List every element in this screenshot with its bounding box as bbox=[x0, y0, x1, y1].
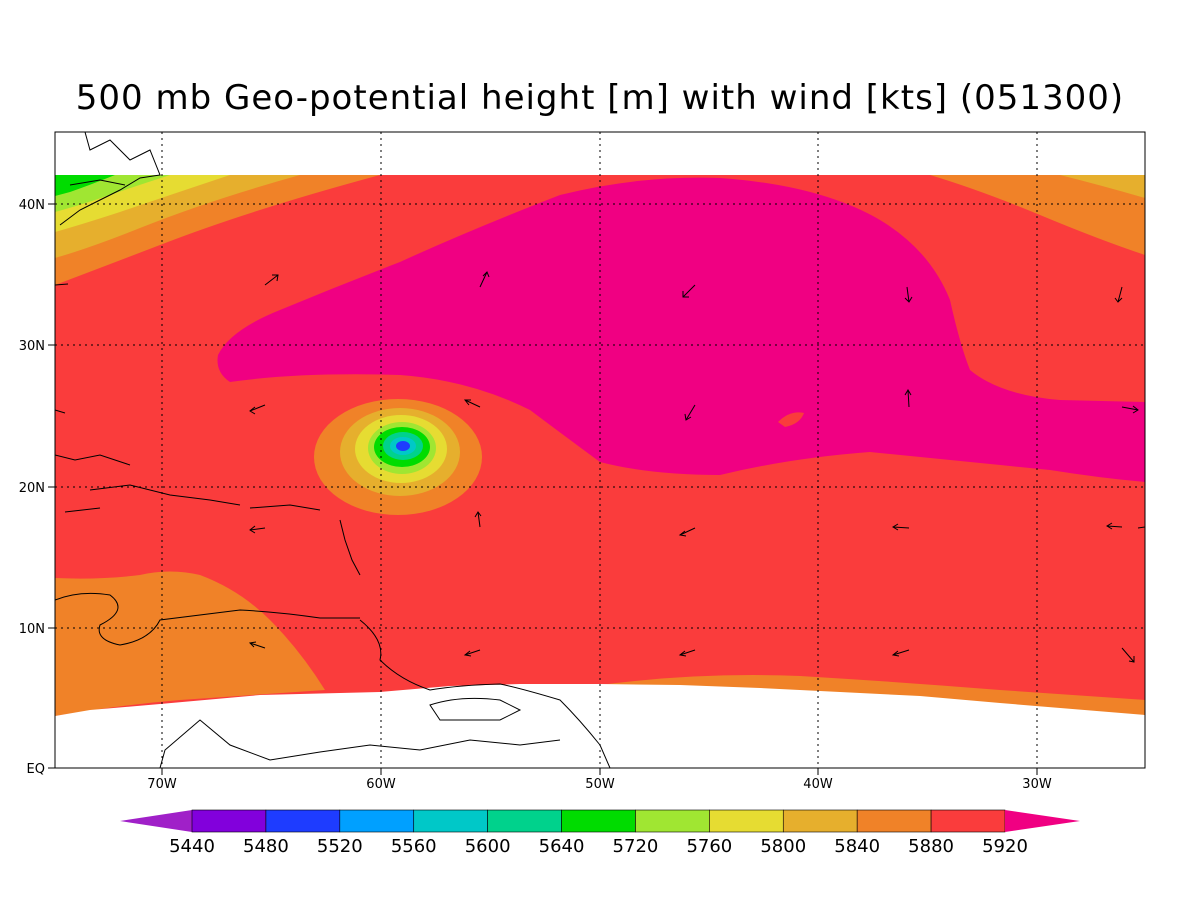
lon-tick-label: 70W bbox=[147, 777, 177, 792]
wind-arrow bbox=[1106, 522, 1123, 530]
ridge-5920 bbox=[217, 177, 1145, 482]
colorbar-swatch bbox=[487, 809, 562, 833]
colorbar-swatch bbox=[782, 809, 858, 833]
blob-5880-small bbox=[778, 412, 804, 427]
colorbar-swatch bbox=[191, 809, 267, 833]
colorbar-label: 5760 bbox=[686, 836, 732, 857]
plot-area bbox=[55, 132, 1145, 768]
wind-arrow bbox=[55, 409, 66, 414]
wind-arrow bbox=[474, 511, 482, 528]
colorbar-swatch bbox=[709, 809, 784, 833]
wind-arrow bbox=[892, 523, 910, 531]
tick-marks bbox=[48, 203, 1038, 775]
wind-arrow bbox=[463, 649, 481, 657]
band-5840-southwest bbox=[55, 571, 325, 716]
colorbar-swatch bbox=[339, 809, 415, 833]
wind-arrow bbox=[904, 389, 912, 408]
wind-arrow bbox=[249, 525, 266, 534]
colorbar-label: 5920 bbox=[982, 836, 1028, 857]
colorbar-swatch bbox=[930, 809, 1006, 833]
lat-tick-label: 40N bbox=[19, 198, 45, 213]
colorbar-label: 5880 bbox=[908, 836, 954, 857]
colorbar-label: 5520 bbox=[317, 836, 363, 857]
wind-arrow bbox=[264, 274, 279, 286]
colorbar-label: 5480 bbox=[243, 836, 289, 857]
colorbar-swatch bbox=[265, 809, 341, 833]
colorbar-swatch bbox=[413, 809, 488, 833]
wind-arrow bbox=[1114, 286, 1123, 303]
lat-tick-label: 30N bbox=[19, 339, 45, 354]
wind-vectors bbox=[55, 271, 1145, 663]
colorbar-swatch bbox=[856, 809, 932, 833]
colorbar-arrow-left bbox=[120, 810, 192, 832]
wind-arrow bbox=[682, 284, 696, 298]
colorbar-label: 5560 bbox=[391, 836, 437, 857]
wind-arrow bbox=[891, 649, 910, 657]
low-5520 bbox=[396, 441, 410, 451]
colorbar-arrow-right bbox=[1005, 810, 1080, 832]
lon-tick-label: 40W bbox=[803, 777, 833, 792]
colorbar-label: 5440 bbox=[169, 836, 215, 857]
wind-arrow bbox=[904, 286, 913, 303]
wind-arrow bbox=[248, 641, 266, 649]
wind-arrow bbox=[1121, 405, 1139, 414]
wind-arrow bbox=[684, 404, 696, 421]
colorbar: 5440 5480 5520 5560 5600 5640 5720 5760 5800 5840… bbox=[120, 809, 1080, 857]
wind-arrow bbox=[1121, 647, 1135, 663]
wind-arrow bbox=[55, 283, 69, 286]
colorbar-swatch bbox=[635, 809, 710, 833]
lon-tick-label: 30W bbox=[1022, 777, 1052, 792]
lat-tick-label: 10N bbox=[19, 622, 45, 637]
lat-tick-label: EQ bbox=[27, 762, 45, 777]
colorbar-label: 5640 bbox=[539, 836, 585, 857]
wind-arrow bbox=[678, 649, 696, 657]
wind-arrow bbox=[463, 399, 481, 408]
colorbar-label: 5600 bbox=[465, 836, 511, 857]
lon-tick-label: 50W bbox=[585, 777, 615, 792]
lat-tick-label: 20N bbox=[19, 481, 45, 496]
band-5800-northeast bbox=[1060, 175, 1145, 198]
band-5840-northeast bbox=[930, 175, 1145, 255]
lon-tick-label: 60W bbox=[366, 777, 396, 792]
colorbar-swatch bbox=[561, 809, 636, 833]
wind-arrow bbox=[249, 404, 266, 415]
colorbar-label: 5800 bbox=[760, 836, 806, 857]
chart-title: 500 mb Geo-potential height [m] with win… bbox=[75, 78, 1125, 118]
wind-arrow bbox=[1137, 526, 1145, 529]
closed-low bbox=[314, 399, 482, 515]
wind-arrow bbox=[678, 527, 696, 537]
colorbar-label: 5720 bbox=[613, 836, 659, 857]
graticule bbox=[55, 132, 1145, 768]
colorbar-label: 5840 bbox=[834, 836, 880, 857]
wind-arrow bbox=[479, 271, 490, 288]
